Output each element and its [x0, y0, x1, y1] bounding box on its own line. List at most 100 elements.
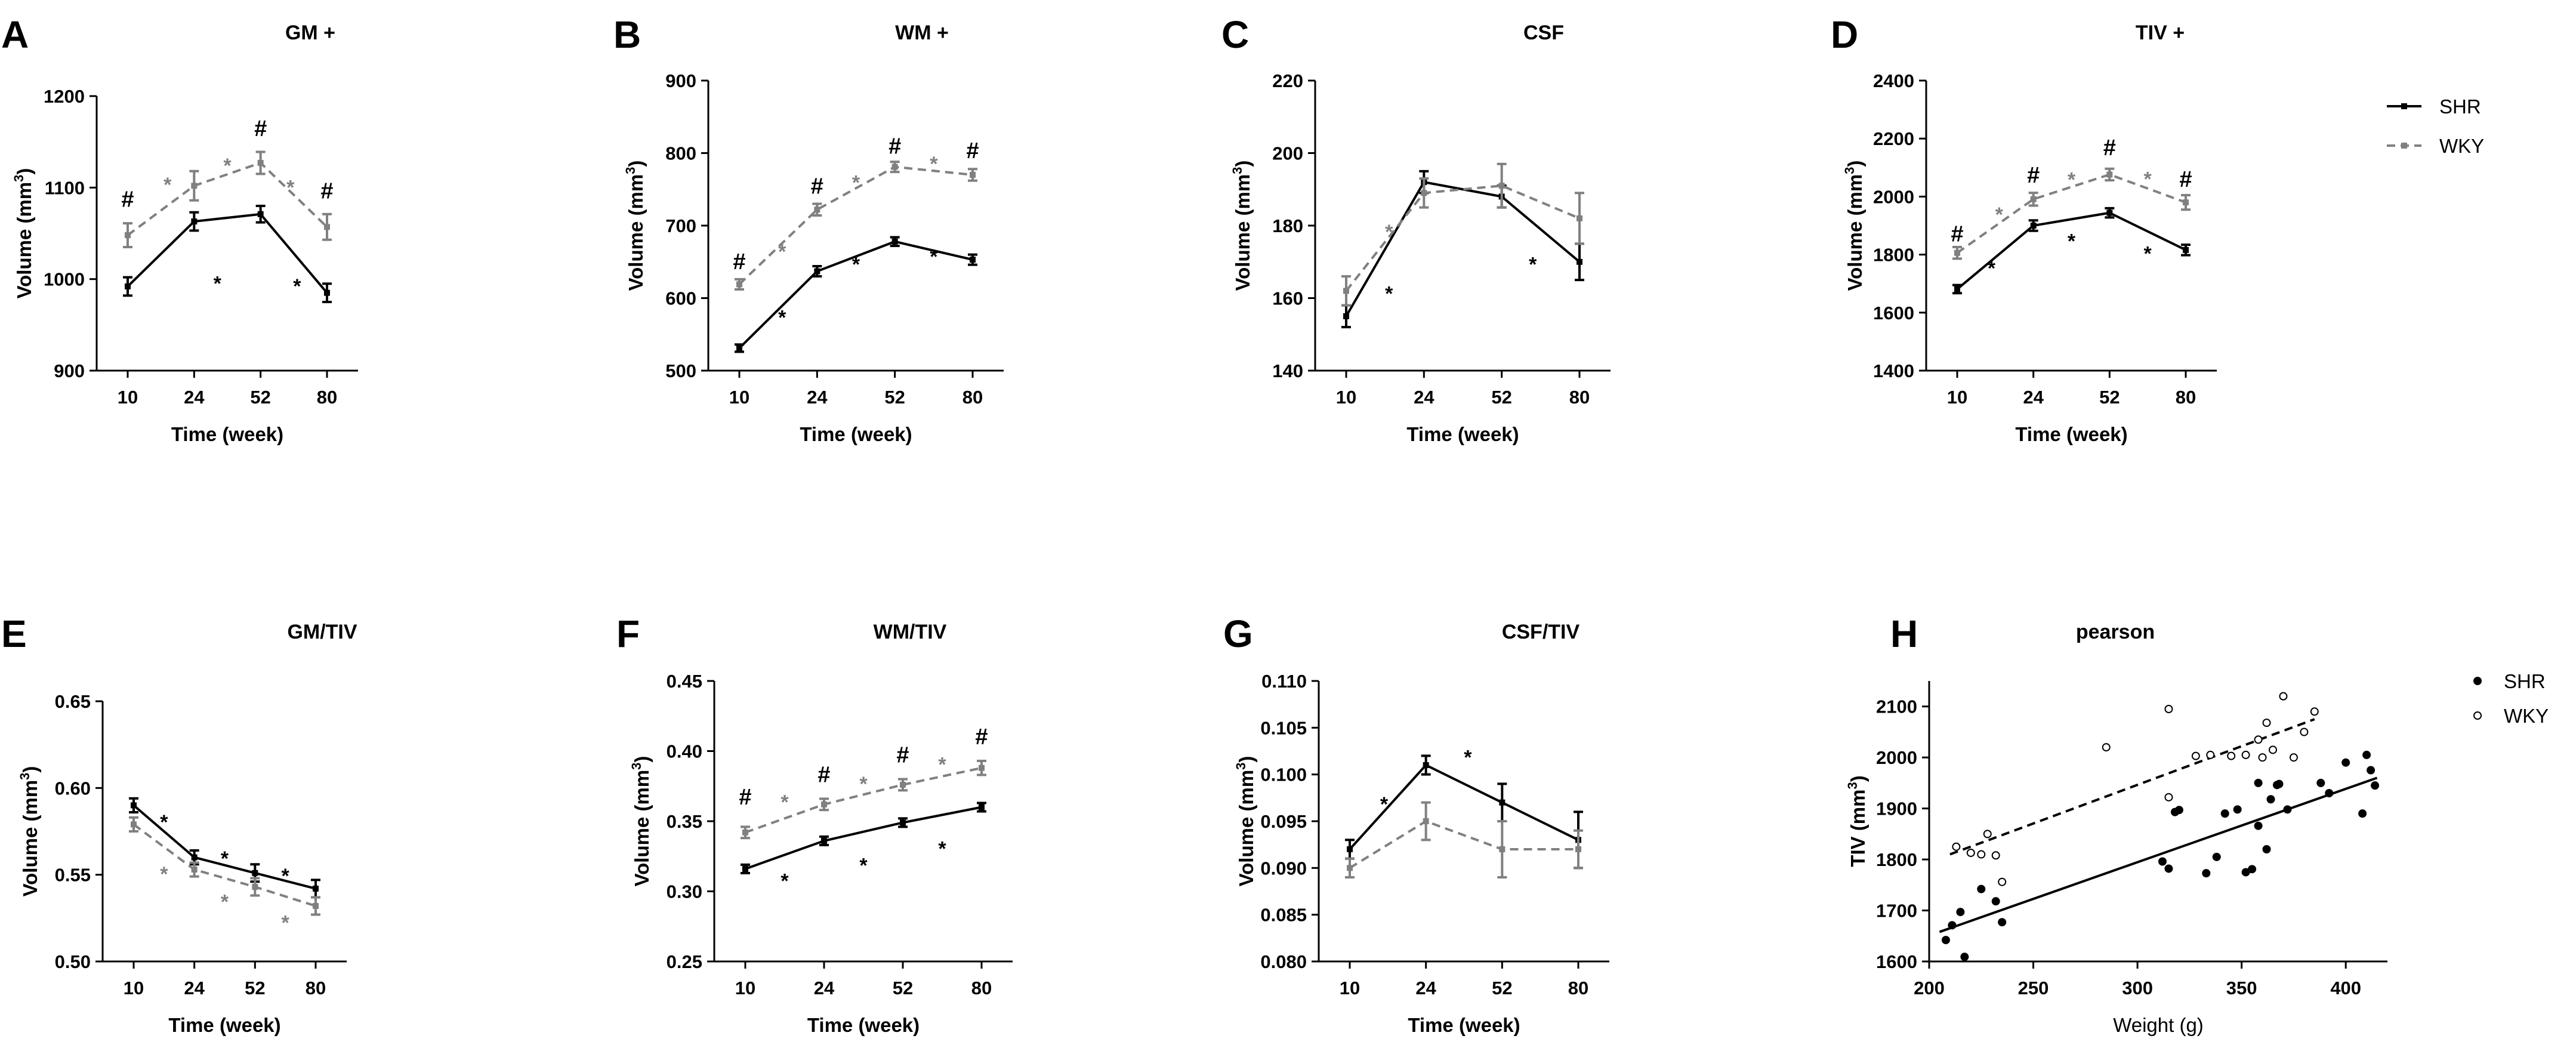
y-axis-label: Volume (mm3) — [1842, 161, 1866, 291]
asterisk-annotation: * — [930, 153, 938, 175]
data-point-wky — [191, 183, 198, 189]
asterisk-annotation: * — [1464, 747, 1472, 769]
scatter-point-shr — [2275, 779, 2284, 788]
data-point-shr — [191, 854, 198, 861]
asterisk-annotation: * — [1385, 282, 1393, 305]
legend-shr-label: SHR — [2439, 95, 2481, 118]
data-point-wky — [979, 765, 985, 771]
data-point-wky — [191, 866, 198, 873]
scatter-point-shr — [2367, 766, 2376, 775]
x-tick-label: 80 — [971, 978, 992, 998]
asterisk-annotation: * — [938, 753, 946, 776]
data-point-wky — [821, 801, 827, 807]
scatter-point-shr — [1960, 953, 1969, 961]
scatter-point-shr — [2362, 750, 2371, 759]
data-point-shr — [1347, 846, 1353, 852]
scatter-point-shr — [1948, 921, 1957, 930]
asterisk-annotation: * — [2068, 169, 2076, 192]
x-tick-label: 52 — [1491, 387, 1511, 408]
data-point-shr — [1423, 762, 1429, 768]
scatter-point-shr — [1956, 908, 1965, 917]
hash-annotation: # — [2103, 135, 2116, 161]
y-tick-label: 0.095 — [1260, 811, 1307, 832]
scatter-point-shr — [2233, 805, 2242, 814]
scatter-point-wky — [1983, 830, 1992, 839]
data-point-shr — [1954, 286, 1960, 292]
x-tick-label: 80 — [306, 978, 326, 998]
asterisk-annotation: * — [859, 773, 868, 796]
data-point-shr — [2030, 223, 2037, 229]
legend-line: SHR WKY — [2387, 95, 2484, 157]
data-point-wky — [1575, 846, 1581, 852]
data-point-wky — [1421, 190, 1427, 196]
series-line-wky — [738, 165, 973, 285]
scatter-point-wky — [1998, 877, 2007, 886]
series-line-shr — [1349, 763, 1579, 850]
scatter-point-shr — [1941, 936, 1950, 945]
y-tick-label: 1200 — [44, 86, 85, 107]
x-tick-label: 350 — [2226, 978, 2257, 998]
y-tick-label: 900 — [665, 70, 696, 91]
asterisk-annotation: * — [2144, 242, 2152, 265]
panel-letter: D — [1831, 13, 1858, 56]
y-tick-label: 700 — [665, 215, 696, 236]
series-line-wky — [1345, 184, 1580, 292]
data-point-shr — [891, 238, 898, 245]
scatter-point-shr — [2254, 821, 2263, 830]
data-point-shr — [814, 268, 820, 275]
y-axis-label: Volume (mm3) — [1233, 756, 1257, 887]
y-tick-label: 0.110 — [1261, 671, 1307, 692]
data-point-shr — [257, 211, 264, 217]
scatter-point-shr — [2325, 789, 2334, 797]
scatter-point-wky — [2164, 793, 2173, 802]
x-tick-label: 52 — [245, 978, 265, 998]
hash-annotation: # — [811, 174, 823, 199]
y-tick-label: 0.60 — [55, 778, 91, 799]
x-axis-label: Time (week) — [2015, 423, 2127, 445]
scatter-point-shr — [2254, 778, 2263, 787]
asterisk-annotation: * — [780, 870, 789, 892]
legend-wky-label: WKY — [2439, 135, 2484, 157]
x-axis-label: Time (week) — [168, 1014, 280, 1036]
x-tick-label: 52 — [1492, 978, 1512, 998]
x-tick-label: 80 — [2176, 387, 2196, 408]
asterisk-annotation: * — [852, 171, 860, 194]
asterisk-annotation: * — [293, 275, 301, 298]
y-tick-label: 2000 — [1873, 186, 1914, 207]
data-point-wky — [1423, 818, 1429, 824]
fit-line-shr — [1939, 776, 2378, 933]
asterisk-annotation: * — [160, 811, 168, 834]
x-tick-label: 52 — [250, 387, 270, 408]
data-point-wky — [970, 171, 976, 178]
x-tick-label: 10 — [1336, 387, 1356, 408]
data-point-wky — [313, 902, 319, 909]
y-tick-label: 1800 — [1873, 245, 1914, 266]
x-tick-label: 10 — [1340, 978, 1360, 998]
x-axis-label: Time (week) — [171, 423, 283, 445]
hash-annotation: # — [975, 725, 988, 750]
data-point-shr — [970, 257, 976, 263]
scatter-point-wky — [2164, 705, 2173, 713]
scatter-point-shr — [2164, 864, 2173, 873]
scatter-point-wky — [2279, 692, 2288, 701]
data-point-shr — [2183, 246, 2189, 253]
data-point-wky — [252, 884, 258, 890]
scatter-point-wky — [2102, 743, 2111, 752]
panel-title: WM/TIV — [874, 621, 947, 643]
hash-annotation: # — [121, 187, 134, 212]
y-tick-label: 0.65 — [55, 691, 91, 712]
asterisk-annotation: * — [163, 174, 172, 196]
y-tick-label: 140 — [1272, 360, 1303, 381]
data-point-wky — [1954, 249, 1960, 256]
asterisk-annotation: * — [214, 273, 222, 295]
data-point-shr — [2106, 209, 2113, 216]
panel-letter: C — [1221, 13, 1249, 56]
data-point-wky — [1577, 215, 1582, 221]
x-tick-label: 24 — [1414, 387, 1434, 408]
legend-scatter: SHR WKY — [2473, 670, 2549, 727]
asterisk-annotation: * — [778, 306, 786, 329]
x-tick-label: 24 — [1415, 978, 1436, 998]
data-point-shr — [1499, 799, 1506, 806]
scatter-point-wky — [2300, 728, 2309, 736]
series-line-wky — [1349, 819, 1578, 870]
